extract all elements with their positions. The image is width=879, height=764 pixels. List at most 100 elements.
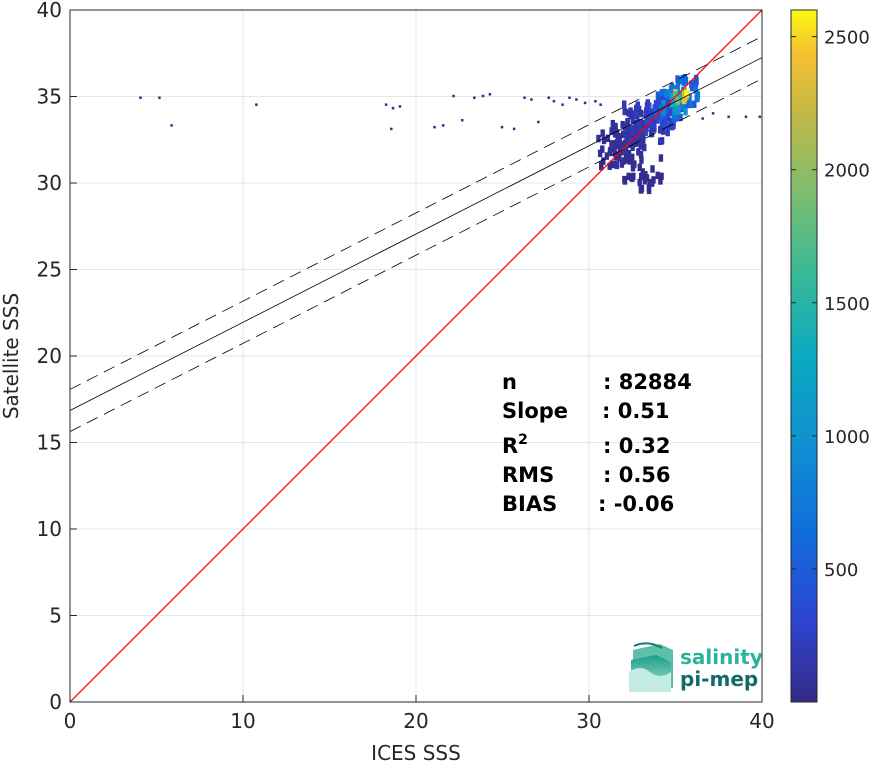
density-cell <box>676 107 681 115</box>
density-cell <box>694 74 699 83</box>
density-cell <box>693 86 699 94</box>
y-tick-label: 40 <box>37 0 62 22</box>
density-cell <box>650 165 655 173</box>
outlier-cell <box>460 118 464 122</box>
density-cell <box>607 162 612 170</box>
x-tick-label: 40 <box>749 709 774 733</box>
density-cell <box>637 178 642 187</box>
density-cell <box>635 101 641 109</box>
density-cell <box>655 91 661 99</box>
density-cell <box>659 89 665 97</box>
density-cell <box>658 137 663 146</box>
density-cell <box>694 94 699 102</box>
density-cell <box>659 172 664 181</box>
regression-lines <box>70 10 762 702</box>
colorbar-tick-label: 2500 <box>824 28 870 49</box>
density-cell <box>626 149 632 158</box>
density-cell <box>666 96 671 105</box>
density-cell <box>630 153 635 162</box>
logo-text-pimep: pi-mep <box>680 667 758 691</box>
outlier-cell <box>552 99 556 103</box>
density-cell <box>679 100 684 108</box>
density-cell <box>648 129 654 138</box>
density-cell <box>689 80 694 89</box>
density-cell <box>610 119 616 128</box>
density-cell <box>644 101 650 110</box>
outlier-cell <box>547 96 550 99</box>
y-tick-label: 30 <box>37 171 62 195</box>
density-cell <box>601 136 607 145</box>
density-cell <box>658 154 664 162</box>
density-cell <box>607 146 613 155</box>
density-cell <box>646 184 652 192</box>
density-cell <box>620 120 625 129</box>
density-cells <box>139 73 762 195</box>
density-cell <box>637 163 642 172</box>
density-cell <box>638 150 644 159</box>
density-cell <box>661 107 666 116</box>
y-tick-label: 0 <box>49 690 62 714</box>
stat-value: : 0.56 <box>603 463 671 487</box>
x-tick-label: 20 <box>403 709 428 733</box>
density-cell <box>632 160 637 168</box>
y-tick-label: 10 <box>37 517 62 541</box>
density-cell <box>600 129 605 137</box>
stat-key: Slope <box>502 399 568 423</box>
colorbar-tick-label: 2000 <box>824 161 870 182</box>
outlier-cell <box>583 101 587 105</box>
density-cell <box>600 145 605 153</box>
y-tick-label: 5 <box>49 604 62 628</box>
outlier-cell <box>594 99 597 103</box>
density-cell <box>612 160 618 169</box>
colorbar-ticks: 500 1000 1500 2000 2500 <box>791 28 870 581</box>
outlier-cell <box>561 103 564 106</box>
density-cell <box>624 146 629 154</box>
density-cell <box>615 141 620 150</box>
density-cell <box>692 100 697 108</box>
density-cell <box>621 157 627 165</box>
density-cell <box>675 84 680 93</box>
density-cell <box>644 107 649 115</box>
x-tick-label: 30 <box>576 709 601 733</box>
density-cell <box>640 120 646 129</box>
density-cell <box>624 150 629 159</box>
density-cell <box>609 140 615 149</box>
outlier-cell <box>537 120 540 124</box>
density-cell <box>639 184 645 193</box>
stat-value: : -0.06 <box>598 492 674 516</box>
density-cell <box>625 118 630 127</box>
density-cell <box>622 122 628 131</box>
density-cell <box>628 107 633 115</box>
density-cell <box>622 107 627 116</box>
density-cell <box>631 110 636 118</box>
density-cell <box>647 102 652 110</box>
density-cell <box>630 124 636 133</box>
stat-key: RMS <box>502 463 554 487</box>
x-tick-label: 0 <box>64 709 77 733</box>
density-cell <box>672 96 677 105</box>
fit-upper-bound-line <box>70 36 762 390</box>
density-cell <box>636 121 642 130</box>
outlier-cell <box>711 112 715 115</box>
density-cell <box>679 95 684 104</box>
outlier-cell <box>500 125 504 129</box>
outlier-cell <box>433 125 436 129</box>
density-cell <box>630 136 636 145</box>
statistics-box: n: 82884 Slope: 0.51 R2: 0.32 RMS: 0.56 BIAS… <box>502 370 692 516</box>
density-cell <box>678 90 684 98</box>
density-cell <box>633 119 638 128</box>
salinity-pi-mep-logo: salinity pi-mep <box>629 642 763 692</box>
density-cell <box>640 168 645 176</box>
y-tick-label: 20 <box>37 344 62 368</box>
outlier-cell <box>512 127 516 131</box>
density-cell <box>605 134 611 142</box>
colorbar-tick-label: 1000 <box>824 427 870 448</box>
density-cell <box>617 153 622 162</box>
stat-value: : 0.51 <box>602 399 670 423</box>
x-tick-label: 10 <box>230 709 255 733</box>
density-cell <box>612 149 618 157</box>
density-cell <box>622 130 627 139</box>
outlier-cell <box>488 93 492 96</box>
x-axis-label: ICES SSS <box>371 741 461 764</box>
density-cell <box>626 172 631 181</box>
